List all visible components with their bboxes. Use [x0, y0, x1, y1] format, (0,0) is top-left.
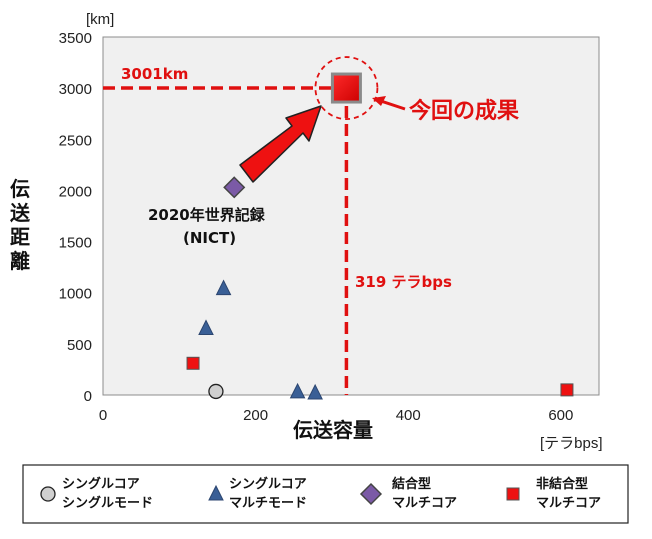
- y-axis-unit: [km]: [86, 11, 114, 28]
- legend-label: マルチコア: [392, 496, 457, 511]
- record-data-point: [330, 72, 362, 104]
- y-tick-label: 2500: [59, 132, 92, 149]
- data-point: [307, 383, 323, 400]
- result-label: 今回の成果: [409, 98, 519, 124]
- highlight-circle: [314, 56, 379, 120]
- legend-label: 非結合型: [536, 476, 588, 492]
- legend-label: 結合型: [392, 476, 431, 492]
- svg-text:距: 距: [10, 225, 30, 249]
- x-axis-ticks: 0 200 400 600: [99, 407, 574, 424]
- legend-items: シングルコアシングルモードシングルコアマルチモード結合型マルチコア非結合型マルチ…: [40, 476, 601, 511]
- record-label-line1: 2020年世界記録: [148, 206, 266, 224]
- data-point: [289, 382, 306, 399]
- legend-marker: [40, 486, 56, 502]
- data-point: [186, 356, 200, 370]
- legend-marker: [208, 484, 224, 501]
- legend-label: シングルコア: [229, 476, 307, 492]
- data-point: [215, 279, 232, 296]
- svg-text:送: 送: [10, 201, 31, 225]
- legend-label: マルチコア: [536, 496, 601, 511]
- record-label-line2: (NICT): [183, 229, 236, 247]
- legend-label: シングルモード: [62, 495, 153, 511]
- svg-text:離: 離: [10, 249, 30, 273]
- y-tick-label: 1000: [59, 286, 92, 303]
- y-tick-label: 0: [84, 388, 92, 405]
- x-axis-title: 伝送容量: [293, 418, 373, 442]
- y-tick-label: 2000: [59, 183, 92, 200]
- x-tick-label: 600: [548, 407, 573, 424]
- x-tick-label: 0: [99, 407, 107, 424]
- y-axis-title: 伝 送 距 離: [10, 177, 31, 273]
- data-point: [223, 176, 246, 199]
- distance-label: 3001km: [121, 65, 188, 83]
- capacity-label: 319 テラbps: [355, 273, 452, 291]
- data-point: [560, 383, 574, 397]
- legend-label: マルチモード: [229, 496, 307, 511]
- data-points: [186, 72, 574, 400]
- y-tick-label: 1500: [59, 235, 92, 252]
- big-arrow-icon: [239, 105, 322, 183]
- y-tick-label: 3500: [59, 30, 92, 47]
- x-tick-label: 200: [243, 407, 268, 424]
- legend-marker: [506, 487, 520, 501]
- data-point: [198, 319, 214, 336]
- y-tick-label: 3000: [59, 81, 92, 98]
- svg-text:伝: 伝: [10, 177, 30, 201]
- y-axis-ticks: 0 500 1000 1500 2000 2500 3000 3500: [59, 30, 92, 405]
- legend: [22, 464, 629, 524]
- legend-marker: [359, 482, 383, 506]
- x-tick-label: 400: [396, 407, 421, 424]
- result-arrow-icon: [372, 96, 406, 111]
- data-point: [208, 383, 224, 400]
- x-axis-unit: [テラbps]: [540, 435, 603, 452]
- y-tick-label: 500: [67, 337, 92, 354]
- legend-label: シングルコア: [62, 476, 140, 492]
